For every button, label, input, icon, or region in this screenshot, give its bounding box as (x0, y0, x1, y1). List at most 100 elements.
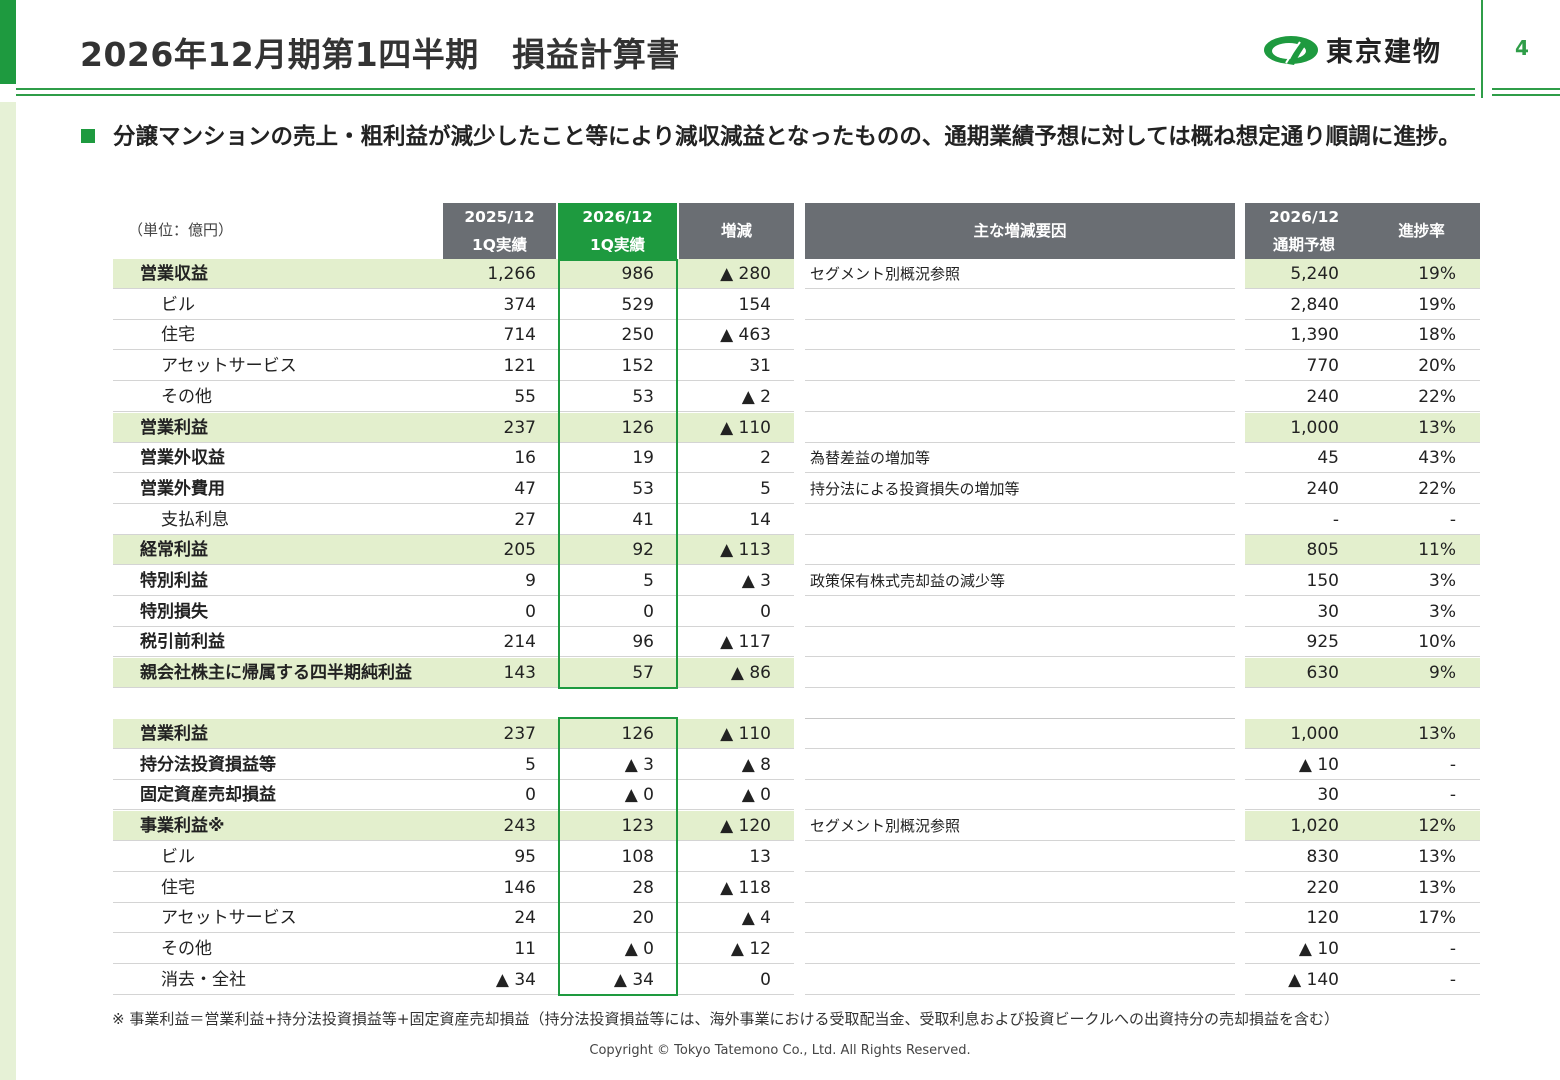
curr-value: ▲ 3 (624, 754, 654, 775)
progress-value: 9% (1429, 663, 1456, 684)
header-progress-label: 進捗率 (1398, 222, 1445, 240)
row-label: その他 (161, 938, 212, 959)
table-row: 1,000 13% (1245, 412, 1480, 443)
progress-value: 13% (1418, 846, 1456, 867)
progress-value: 10% (1418, 632, 1456, 653)
table-row (805, 535, 1235, 566)
progress-value: 13% (1418, 417, 1456, 438)
row-label: 持分法投資損益等 (140, 754, 276, 775)
table-row: 830 13% (1245, 842, 1480, 872)
forecast-value: 805 (1306, 540, 1339, 561)
row-label: 事業利益※ (140, 816, 225, 837)
diff-value: 5 (760, 478, 771, 499)
curr-value: ▲ 34 (613, 969, 654, 990)
table-row (805, 719, 1235, 749)
company-logo: 東京建物 (1262, 30, 1442, 69)
reasons-rule (805, 718, 1235, 719)
prev-value: 143 (503, 663, 536, 684)
progress-value: 22% (1418, 386, 1456, 407)
row-label: アセットサービス (161, 908, 297, 929)
table-row: 事業利益※ 243 123 ▲ 120 (113, 811, 794, 842)
table-row: 営業利益 237 126 ▲ 110 (113, 719, 794, 749)
progress-value: 18% (1418, 325, 1456, 346)
page-number: 4 (1515, 36, 1529, 60)
prev-value: 146 (503, 877, 536, 898)
progress-value: - (1449, 969, 1456, 990)
logo-mark-icon (1264, 35, 1318, 65)
prev-value: 5 (525, 754, 536, 775)
forecast-value: 220 (1306, 877, 1339, 898)
table-row: 営業収益 1,266 986 ▲ 280 (113, 259, 794, 289)
table-row (805, 627, 1235, 658)
table-row (805, 597, 1235, 627)
header-rule (16, 94, 1475, 96)
bullet-square-icon (81, 129, 95, 143)
table-row: セグメント別概況参照 (805, 259, 1235, 289)
row-label: 税引前利益 (140, 632, 225, 653)
table-row: 630 9% (1245, 658, 1480, 689)
curr-value: 108 (621, 846, 654, 867)
table-row (805, 351, 1235, 382)
table-row (805, 934, 1235, 964)
header-reasons-label: 主な増減要因 (973, 222, 1067, 240)
reason-text: 持分法による投資損失の増加等 (810, 479, 1020, 498)
prev-value: 11 (514, 938, 536, 959)
header-rule (1492, 88, 1560, 90)
table-row (805, 873, 1235, 903)
progress-value: 13% (1418, 877, 1456, 898)
table-row: 1,020 12% (1245, 811, 1480, 842)
table-row (805, 965, 1235, 995)
table-row: 5,240 19% (1245, 259, 1480, 289)
current-period-highlight (558, 259, 678, 689)
table-row: 住宅 146 28 ▲ 118 (113, 873, 794, 903)
curr-value: 92 (632, 540, 654, 561)
table-row: その他 11 ▲ 0 ▲ 12 (113, 934, 794, 964)
curr-value: 28 (632, 877, 654, 898)
curr-value: 0 (643, 601, 654, 622)
row-label: 特別損失 (140, 601, 208, 622)
diff-value: 13 (749, 846, 771, 867)
row-label: その他 (161, 386, 212, 407)
diff-value: ▲ 86 (730, 663, 771, 684)
table-row: 240 22% (1245, 474, 1480, 504)
table-row: 120 17% (1245, 903, 1480, 934)
table-row: ビル 95 108 13 (113, 842, 794, 872)
table-row: アセットサービス 121 152 31 (113, 351, 794, 382)
prev-value: 1,266 (487, 264, 536, 284)
curr-value: 250 (621, 325, 654, 346)
prev-value: 214 (503, 632, 536, 653)
prev-value: 27 (514, 509, 536, 530)
header-diff: 増減 (679, 203, 794, 259)
diff-value: ▲ 3 (741, 571, 771, 591)
current-period-highlight (558, 717, 678, 996)
forecast-value: 830 (1306, 846, 1339, 867)
table-row: 経常利益 205 92 ▲ 113 (113, 535, 794, 566)
diff-value: 14 (749, 509, 771, 530)
diff-value: ▲ 8 (741, 754, 771, 775)
unit-label: （単位：億円） (128, 221, 234, 239)
diff-value: 0 (760, 601, 771, 622)
prev-value: 237 (503, 724, 536, 744)
table-row (805, 658, 1235, 689)
curr-value: 20 (632, 908, 654, 929)
curr-value: 529 (621, 294, 654, 315)
reason-text: 政策保有株式売却益の減少等 (810, 572, 1006, 590)
forecast-value: 5,240 (1290, 264, 1339, 284)
curr-value: ▲ 0 (624, 938, 654, 959)
reason-text: 為替差益の増加等 (810, 449, 931, 468)
table-row: ▲ 140 - (1245, 965, 1480, 995)
table-row: ビル 374 529 154 (113, 290, 794, 320)
header-curr-line2: 1Q実績 (590, 236, 645, 254)
diff-value: ▲ 118 (720, 877, 771, 898)
table-row: 営業利益 237 126 ▲ 110 (113, 412, 794, 443)
forecast-value: ▲ 10 (1298, 754, 1339, 775)
progress-value: - (1449, 509, 1456, 530)
diff-value: 31 (749, 356, 771, 377)
table-row (805, 780, 1235, 811)
table-row: 1,390 18% (1245, 320, 1480, 351)
progress-value: - (1449, 785, 1456, 806)
table-row: 特別利益 9 5 ▲ 3 (113, 566, 794, 596)
diff-value: ▲ 280 (720, 264, 771, 284)
progress-value: 3% (1429, 571, 1456, 591)
header-reasons: 主な増減要因 (805, 203, 1235, 259)
